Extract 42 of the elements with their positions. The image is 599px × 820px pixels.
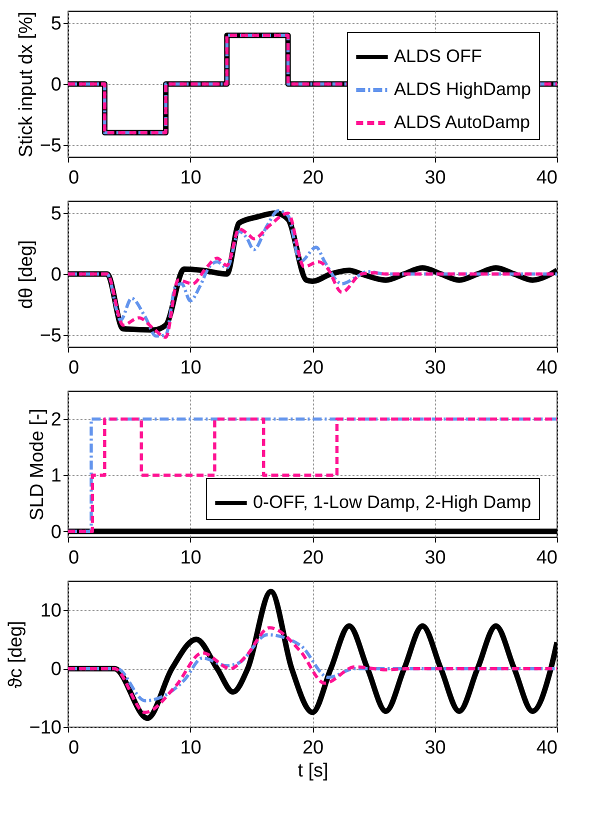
x-tick-label: 10 [180, 168, 202, 188]
x-tick-label: 30 [424, 738, 446, 758]
x-axis-title: t [s] [298, 760, 328, 782]
y-tick-label: 1 [50, 466, 62, 487]
x-tick-label: 0 [68, 548, 80, 568]
x-tick-label: 10 [180, 548, 202, 568]
y-tick-label: 2 [50, 410, 62, 431]
y-tick-label: 5 [50, 14, 62, 35]
y-tick-label: 0 [50, 74, 62, 96]
x-tick-label: 10 [180, 738, 202, 758]
x-tick-label: 10 [180, 358, 202, 378]
y-tick-label: 5 [50, 204, 62, 225]
x-tick-label: 20 [302, 548, 324, 568]
legend-label: ALDS AutoDamp [394, 112, 530, 132]
y-tick-label: −5 [40, 135, 62, 156]
legend-label: 0-OFF, 1-Low Damp, 2-High Damp [253, 492, 532, 512]
x-tick-label: 40 [536, 548, 558, 568]
y-axis-title: dθ [deg] [16, 240, 37, 309]
x-tick-label: 40 [536, 168, 558, 188]
x-tick-label: 0 [68, 738, 80, 758]
y-tick-label: 10 [40, 600, 62, 622]
y-tick-label: 0 [50, 264, 62, 286]
x-tick-label: 30 [424, 548, 446, 568]
x-tick-label: 40 [536, 358, 558, 378]
y-tick-label: −10 [29, 718, 62, 738]
legend-label: ALDS HighDamp [394, 79, 532, 99]
y-axis-title: Stick input dx [%] [16, 12, 37, 158]
x-tick-label: 0 [68, 168, 80, 188]
y-axis-title: ϑc [deg] [5, 620, 26, 688]
x-tick-label: 20 [302, 168, 324, 188]
y-axis-title: SLD Mode [-] [26, 408, 48, 520]
line-series [68, 626, 557, 714]
x-tick-label: 0 [68, 358, 80, 378]
x-tick-label: 20 [302, 358, 324, 378]
y-tick-label: 0 [50, 522, 62, 543]
y-tick-label: −5 [40, 325, 62, 346]
x-tick-label: 20 [302, 738, 324, 758]
legend-label: ALDS OFF [394, 46, 482, 66]
x-tick-label: 30 [424, 168, 446, 188]
x-tick-label: 30 [424, 358, 446, 378]
y-tick-label: 0 [50, 659, 62, 680]
x-tick-label: 40 [536, 738, 558, 758]
